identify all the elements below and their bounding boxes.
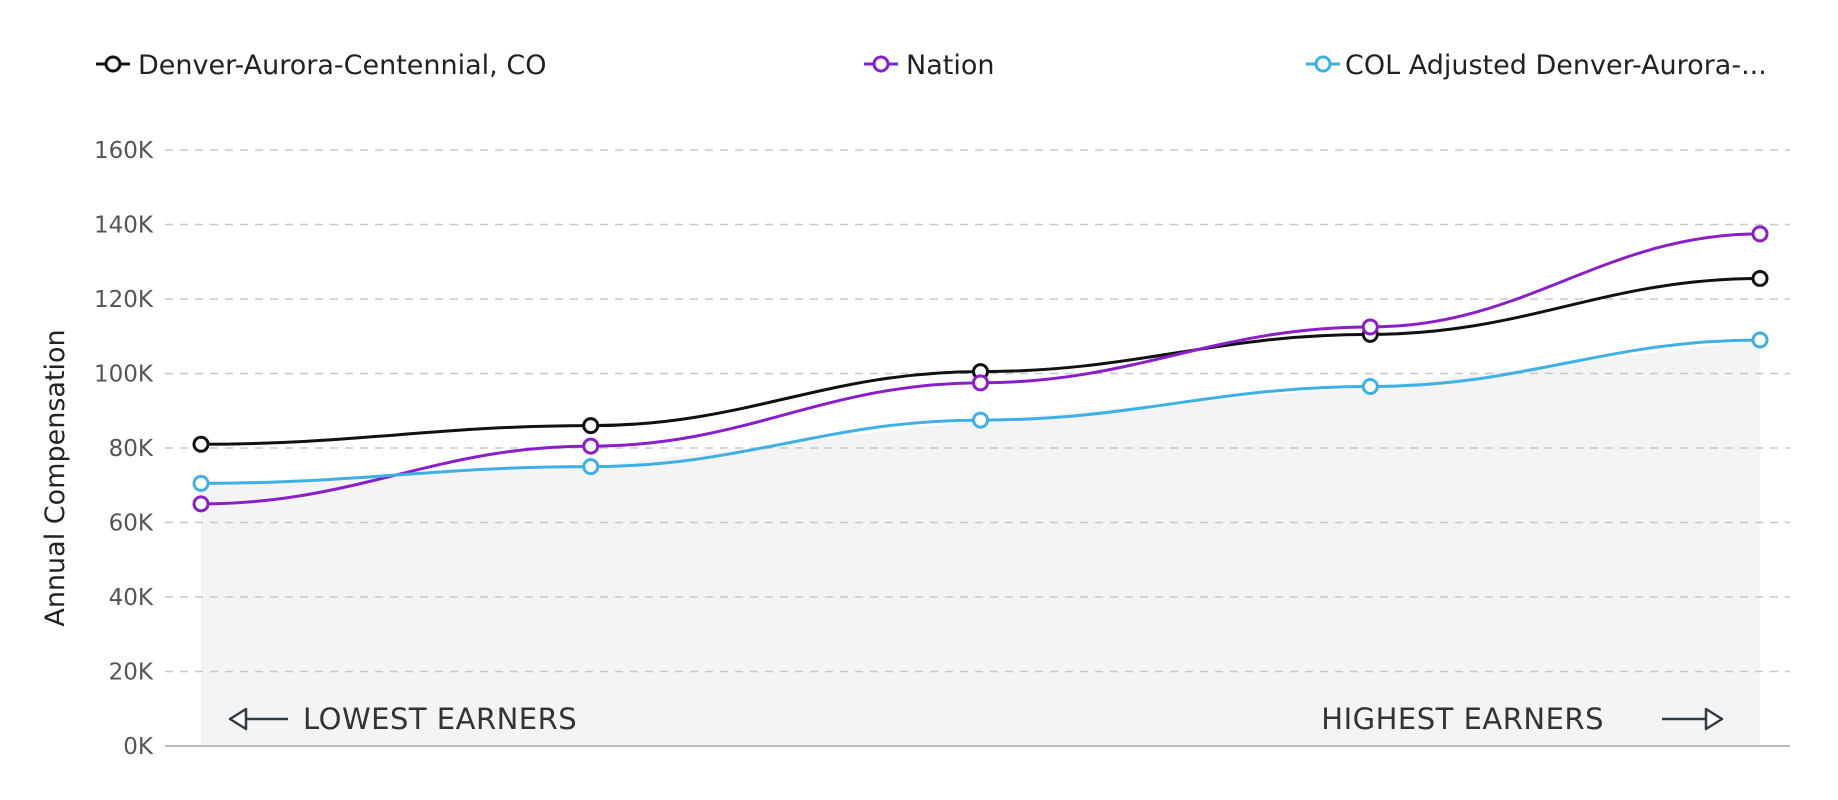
- legend: Denver-Aurora-Centennial, CO Nation COL …: [96, 50, 1767, 81]
- y-tick-label: 60K: [109, 511, 154, 537]
- left-arrow-icon: [228, 707, 288, 731]
- data-point-nation[interactable]: [972, 374, 989, 392]
- legend-item-nation[interactable]: Nation: [864, 50, 994, 81]
- y-tick-label: 160K: [94, 138, 154, 164]
- data-point-col-adjusted[interactable]: [582, 458, 600, 476]
- earners-annotations: LOWEST EARNERS HIGHEST EARNERS: [228, 702, 1724, 736]
- data-point-denver[interactable]: [192, 435, 210, 453]
- legend-marker-col-adjusted: [1314, 55, 1332, 73]
- legend-label-col-adjusted: COL Adjusted Denver-Aurora-...: [1345, 50, 1767, 81]
- y-tick-label: 20K: [109, 660, 154, 686]
- data-point-denver[interactable]: [1751, 270, 1769, 288]
- series-layer: [192, 225, 1769, 513]
- y-tick-label: 140K: [94, 213, 154, 239]
- legend-item-denver[interactable]: Denver-Aurora-Centennial, CO: [96, 50, 546, 81]
- data-point-nation[interactable]: [582, 437, 600, 455]
- y-tick-label: 100K: [94, 362, 154, 388]
- data-point-denver[interactable]: [582, 417, 600, 435]
- lowest-earners-label: LOWEST EARNERS: [303, 702, 577, 736]
- y-axis-ticks: 0K 20K 40K 60K 80K 100K 120K 140K 160K: [94, 138, 154, 760]
- data-point-nation[interactable]: [1751, 225, 1769, 243]
- legend-item-col-adjusted[interactable]: COL Adjusted Denver-Aurora-...: [1306, 50, 1767, 81]
- y-axis-label: Annual Compensation: [40, 329, 71, 626]
- area-layer: [201, 339, 1760, 746]
- y-tick-label: 120K: [94, 287, 154, 313]
- y-tick-label: 80K: [109, 436, 154, 462]
- legend-marker-denver: [104, 55, 122, 73]
- y-tick-label: 0K: [123, 734, 154, 760]
- data-point-nation[interactable]: [192, 495, 210, 513]
- legend-label-nation: Nation: [906, 50, 994, 81]
- data-point-col-adjusted[interactable]: [192, 474, 210, 492]
- y-tick-label: 40K: [109, 585, 154, 611]
- data-point-col-adjusted[interactable]: [1751, 331, 1769, 349]
- series-nation: [192, 225, 1769, 513]
- col-adjusted-area: [201, 339, 1760, 746]
- series-col-adjusted: [192, 331, 1769, 492]
- data-point-col-adjusted[interactable]: [1361, 378, 1379, 396]
- data-point-col-adjusted[interactable]: [972, 411, 989, 429]
- legend-label-denver: Denver-Aurora-Centennial, CO: [138, 50, 546, 81]
- right-arrow-icon: [1662, 707, 1724, 731]
- data-point-nation[interactable]: [1361, 318, 1379, 336]
- highest-earners-label: HIGHEST EARNERS: [1321, 702, 1604, 736]
- legend-marker-nation: [872, 55, 890, 73]
